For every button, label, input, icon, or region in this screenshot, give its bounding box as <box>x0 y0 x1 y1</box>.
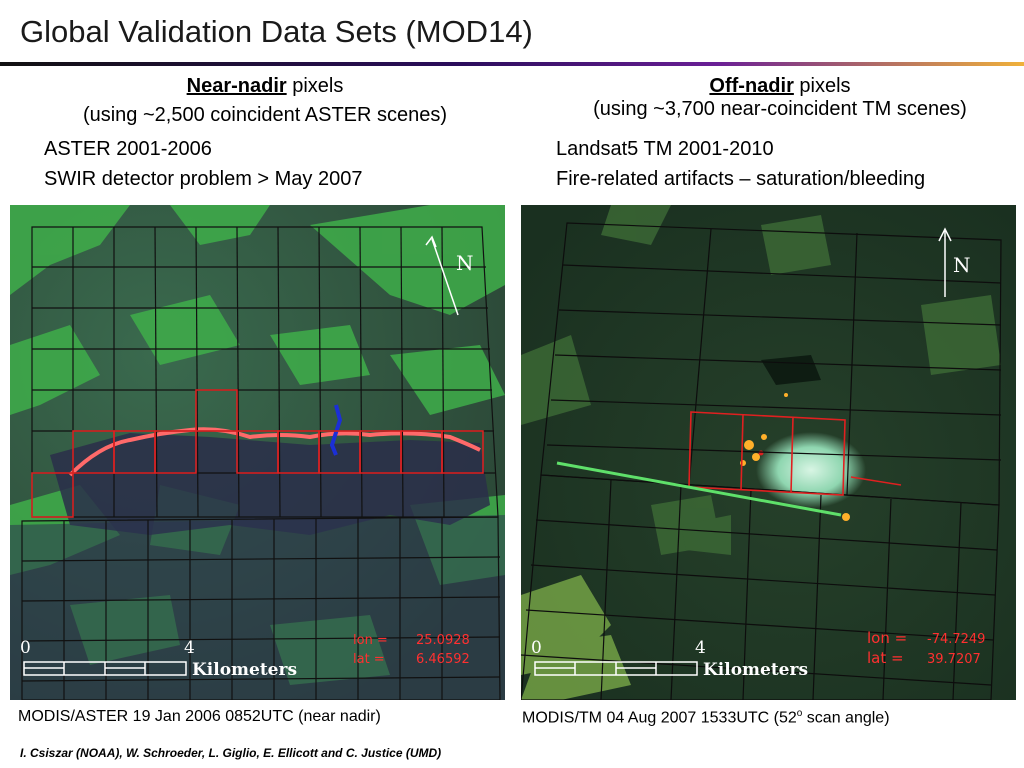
left-scale-unit: Kilometers <box>192 660 297 680</box>
right-line1: Landsat5 TM 2001-2010 <box>556 138 774 160</box>
left-lon-label: lon = <box>353 633 388 648</box>
left-scale-zero: 0 <box>20 638 31 658</box>
right-caption-end: scan angle) <box>802 709 890 727</box>
left-satellite-image: N 0 4 Kilometers lon = 25.0928 lat = 6.4… <box>10 205 505 700</box>
right-caption-degree: o <box>796 708 803 719</box>
left-lat-label: lat = <box>353 652 385 667</box>
slide-title: Global Validation Data Sets (MOD14) <box>20 14 533 49</box>
right-lat-value: 39.7207 <box>927 652 981 667</box>
left-heading-rest: pixels <box>286 75 344 97</box>
left-line1: ASTER 2001-2006 <box>44 138 212 160</box>
right-heading-bold: Off-nadir <box>709 75 794 97</box>
left-scale-four: 4 <box>184 638 195 658</box>
left-north-label: N <box>456 251 474 275</box>
right-north-label: N <box>953 253 971 277</box>
left-north-arrow-shaft <box>431 238 459 316</box>
left-subheading: (using ~2,500 coincident ASTER scenes) <box>82 104 448 126</box>
right-heading-rest: pixels <box>793 75 851 97</box>
right-scale-bar <box>534 661 698 676</box>
left-heading: Near-nadir pixels <box>40 72 490 100</box>
title-divider <box>0 62 1024 66</box>
right-scale-zero: 0 <box>531 638 542 658</box>
right-scale-four: 4 <box>695 638 706 658</box>
right-lat-label: lat = <box>867 649 904 667</box>
right-lon-label: lon = <box>867 629 907 647</box>
right-scale-unit: Kilometers <box>703 660 808 680</box>
left-lon-value: 25.0928 <box>416 633 470 648</box>
left-lat-value: 6.46592 <box>416 652 470 667</box>
right-heading: Off-nadir pixels <box>540 72 1020 100</box>
right-lon-value: -74.7249 <box>927 632 985 647</box>
left-line2: SWIR detector problem > May 2007 <box>44 168 363 190</box>
left-caption: MODIS/ASTER 19 Jan 2006 0852UTC (near na… <box>18 708 381 725</box>
right-subheading: (using ~3,700 near-coincident TM scenes) <box>593 98 967 120</box>
right-satellite-image: N 0 4 Kilometers lon = -74.7249 lat = 39… <box>521 205 1016 700</box>
right-caption: MODIS/TM 04 Aug 2007 1533UTC (52o scan a… <box>522 708 890 727</box>
author-credit: I. Csiszar (NOAA), W. Schroeder, L. Gigl… <box>20 746 442 760</box>
right-caption-main: MODIS/TM 04 Aug 2007 1533UTC (52 <box>522 709 797 727</box>
left-heading-bold: Near-nadir <box>186 75 287 97</box>
right-line2: Fire-related artifacts – saturation/blee… <box>556 168 926 190</box>
left-scale-bar <box>23 661 187 676</box>
